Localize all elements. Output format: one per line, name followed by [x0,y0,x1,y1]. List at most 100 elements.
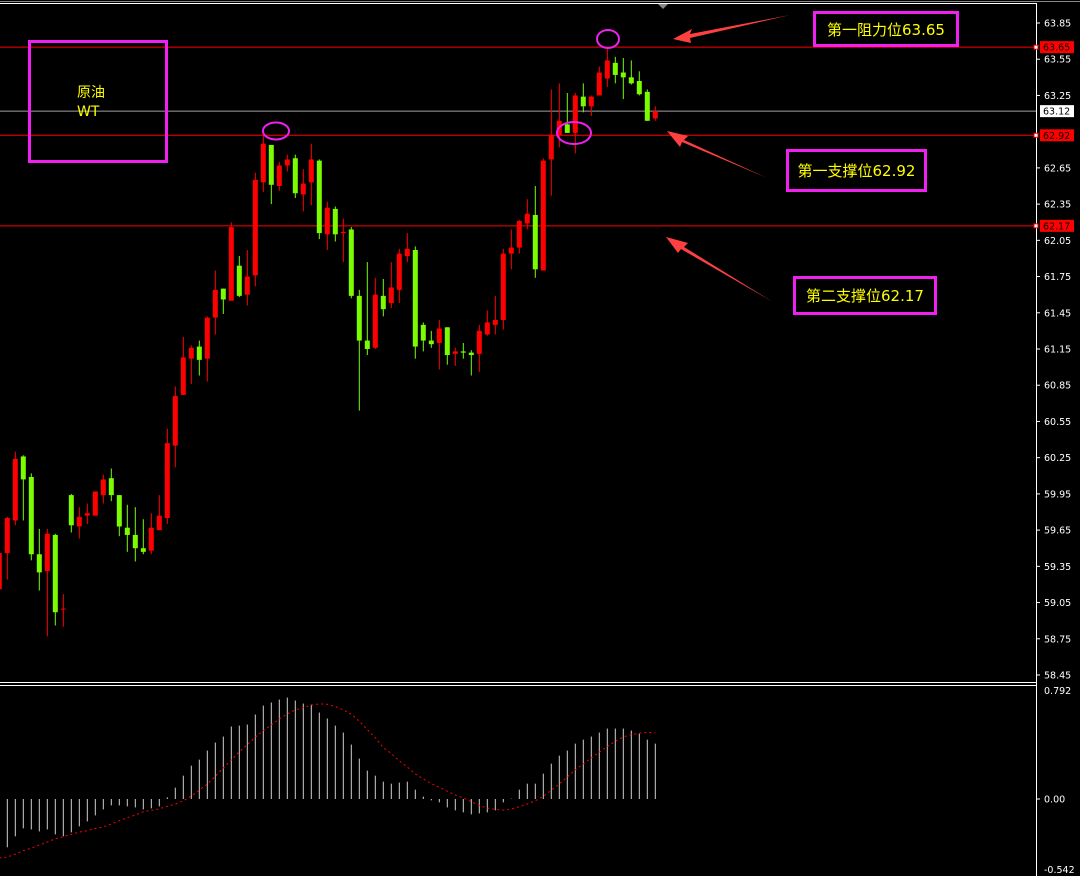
candle [44,528,50,637]
candle [188,345,194,385]
candle-body [348,229,354,296]
candle [252,172,258,287]
support2-label-box[interactable]: 第二支撑位62.17 [793,276,937,315]
candle [500,248,506,330]
candle [596,66,602,96]
instrument-label-line1: 原油 [77,85,105,101]
candle-body [44,533,50,572]
instrument-label-box[interactable]: 原油 WT [28,40,168,163]
candle [132,507,138,562]
candle-body [60,608,66,610]
candle-body [180,357,186,395]
candle [420,322,426,352]
price-tick-label: 61.45 [1044,308,1071,319]
price-tick-label: 61.15 [1044,345,1071,356]
candle [276,161,282,191]
candle-body [284,159,290,166]
candle-body [108,478,114,496]
candle-body [516,221,522,248]
candle [636,71,642,96]
candle-body [0,553,2,590]
price-tick-label: 59.65 [1044,526,1071,537]
candle-body [196,346,202,360]
price-axis-ticks: 63.85 63.55 63.25 62.65 62.35 62.05 61.75 61.45… [1036,19,1075,876]
candle-body [636,80,642,95]
price-tick-label: 63.25 [1044,91,1071,102]
candle [212,270,218,335]
resistance-label-box[interactable]: 第一阻力位63.65 [813,11,959,47]
candle-body [484,322,490,335]
candle [460,342,466,359]
candle-body [172,396,178,446]
chart-shift-marker-icon[interactable] [658,4,668,9]
candle-body [4,518,10,554]
signal-line [0,703,656,859]
candle-body [52,534,58,613]
candle-body [324,207,330,235]
candle [300,169,306,212]
candle-body [124,527,130,535]
price-tick-label: 59.35 [1044,562,1071,573]
candle [396,248,402,304]
candle [140,519,146,555]
candle [476,324,482,372]
level-handle [1033,223,1039,229]
candle-body [76,516,82,527]
candle [124,504,130,552]
candle [644,89,650,121]
candle [588,95,594,116]
candle [508,229,514,270]
candle-body [164,443,170,519]
candle-body [84,513,90,516]
candle-body [404,248,410,257]
highlight-ellipse[interactable] [556,121,592,145]
candle-body [204,317,210,359]
candle-body [468,352,474,356]
candle [172,386,178,468]
candle [492,295,498,335]
candle-body [548,135,554,160]
candle [324,201,330,250]
candle [428,330,434,348]
candle-body [300,183,306,195]
candle-body [20,456,26,480]
price-tick-label: 61.75 [1044,272,1071,283]
candle-body [236,265,242,296]
level-price-tag [1040,129,1074,142]
candle-body [12,458,18,521]
candle-body [212,289,218,318]
candle-body [532,214,538,270]
candle-body [620,72,626,78]
arrow-support2-icon[interactable] [666,237,773,302]
candle-body [644,91,650,121]
candle-body [100,479,106,496]
price-tick-label: 58.75 [1044,634,1071,645]
macd-indicator [0,697,656,859]
highlight-ellipse[interactable] [596,29,620,49]
candle [0,553,2,590]
candle-body [572,95,578,133]
candle [244,249,250,306]
price-tick-label: 59.05 [1044,598,1071,609]
candle [92,491,98,516]
support1-label-box[interactable]: 第一支撑位62.92 [786,149,927,192]
candle [148,513,154,555]
candle [612,56,618,84]
price-tick-label: 62.35 [1044,200,1071,211]
candle-body [388,287,394,304]
candle [548,89,554,196]
candle [284,154,290,172]
arrow-support1-icon[interactable] [667,131,767,178]
candle [436,320,442,370]
candle [52,533,58,626]
arrow-resistance-icon[interactable] [673,15,790,43]
candle-body [140,548,146,552]
candle-body [28,476,34,555]
instrument-label-line2: WT [77,104,100,120]
candle [116,495,122,537]
candle [628,60,634,85]
candle [236,256,242,298]
highlight-ellipse[interactable] [262,121,290,141]
candle-body [68,495,74,526]
